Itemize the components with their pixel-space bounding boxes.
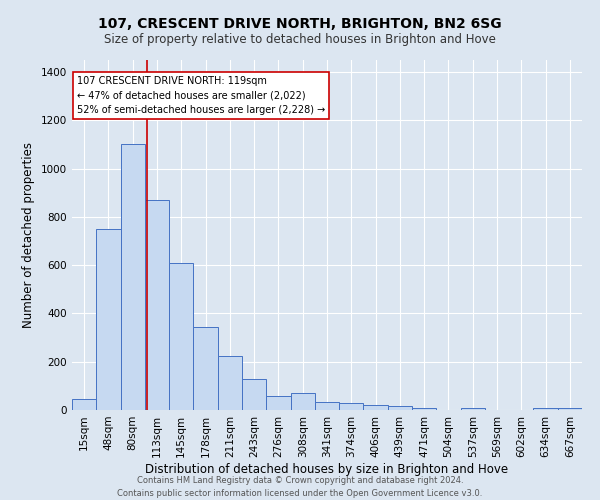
Bar [290, 393, 315, 410]
Text: Contains HM Land Registry data © Crown copyright and database right 2024.
Contai: Contains HM Land Registry data © Crown c… [118, 476, 482, 498]
Bar [242, 378, 266, 410]
Bar [218, 356, 242, 410]
Text: 107, CRESCENT DRIVE NORTH, BRIGHTON, BN2 6SG: 107, CRESCENT DRIVE NORTH, BRIGHTON, BN2… [98, 18, 502, 32]
Bar [96, 229, 121, 410]
Bar [266, 396, 290, 410]
Text: Size of property relative to detached houses in Brighton and Hove: Size of property relative to detached ho… [104, 32, 496, 46]
Bar [339, 403, 364, 410]
Bar [315, 402, 339, 410]
X-axis label: Distribution of detached houses by size in Brighton and Hove: Distribution of detached houses by size … [145, 462, 509, 475]
Bar [412, 408, 436, 410]
Bar [558, 408, 582, 410]
Bar [388, 406, 412, 410]
Bar [145, 200, 169, 410]
Bar [169, 263, 193, 410]
Bar [461, 408, 485, 410]
Bar [121, 144, 145, 410]
Bar [72, 398, 96, 410]
Text: 107 CRESCENT DRIVE NORTH: 119sqm
← 47% of detached houses are smaller (2,022)
52: 107 CRESCENT DRIVE NORTH: 119sqm ← 47% o… [77, 76, 325, 116]
Bar [193, 326, 218, 410]
Bar [533, 408, 558, 410]
Bar [364, 404, 388, 410]
Y-axis label: Number of detached properties: Number of detached properties [22, 142, 35, 328]
